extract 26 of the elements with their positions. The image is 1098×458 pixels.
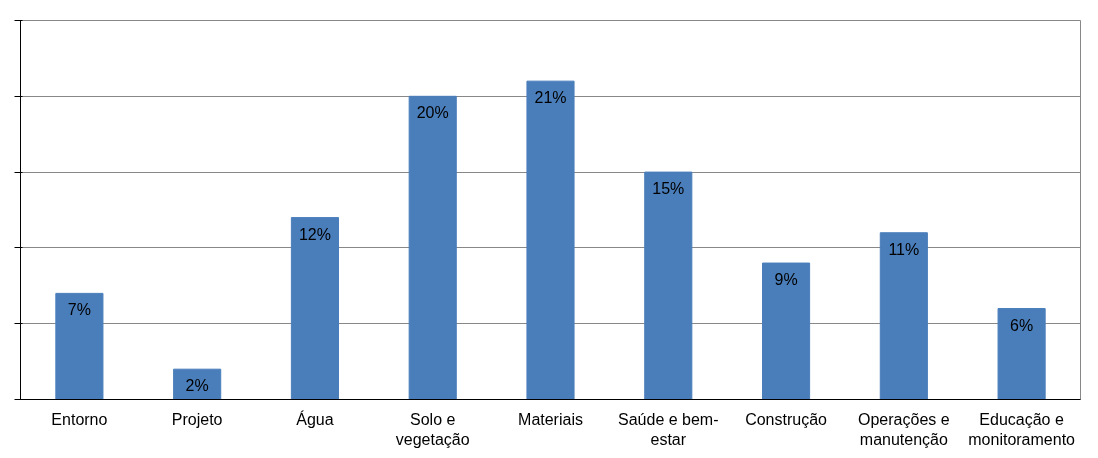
data-label: 9% xyxy=(774,271,798,289)
data-label: 6% xyxy=(1010,316,1034,334)
data-label: 15% xyxy=(652,180,685,198)
bar xyxy=(55,292,104,400)
data-label: 2% xyxy=(185,377,209,395)
bar xyxy=(526,80,575,400)
x-tick-label: Operações e manutenção xyxy=(858,410,950,448)
bar xyxy=(879,232,928,400)
data-label: 11% xyxy=(888,240,920,258)
x-tick-label: Projeto xyxy=(171,410,223,428)
bar xyxy=(290,217,339,400)
data-label: 20% xyxy=(416,104,449,122)
bar xyxy=(997,308,1046,400)
bar xyxy=(762,262,811,400)
data-label: 7% xyxy=(67,301,91,319)
bar xyxy=(644,171,693,400)
data-label: 12% xyxy=(298,225,331,243)
x-tick-label: Entorno xyxy=(51,410,108,428)
x-tick-label: Saúde e bem-estar xyxy=(618,410,719,448)
x-tick-label: Solo e vegetação xyxy=(395,410,470,448)
x-tick-label: Água xyxy=(296,409,334,428)
x-tick-label: Educação e monitoramento xyxy=(968,410,1076,448)
bar xyxy=(408,95,457,400)
data-label: 21% xyxy=(534,89,567,107)
x-tick-label: Materiais xyxy=(518,410,583,428)
x-tick-label: Construção xyxy=(745,410,828,428)
